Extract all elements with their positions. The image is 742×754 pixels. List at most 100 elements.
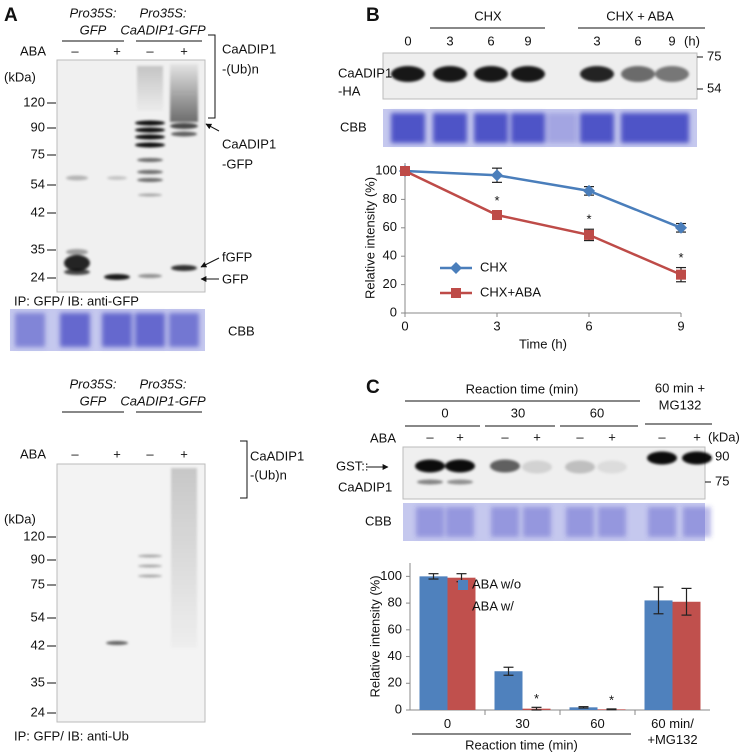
protein-label: CaADIP1 <box>338 479 392 494</box>
smear <box>170 64 198 122</box>
size-marker: 75 <box>31 576 45 591</box>
annotation: CaADIP1 <box>222 41 276 56</box>
y-tick-label: 0 <box>395 701 402 716</box>
legend-label: CHX+ABA <box>480 284 541 299</box>
band <box>138 274 162 278</box>
lane-sign: + <box>113 446 121 461</box>
gel-lane <box>598 507 626 537</box>
gel-lane <box>511 113 545 143</box>
size-marker: 54 <box>31 609 45 624</box>
smear <box>137 66 163 111</box>
arrow <box>205 123 220 132</box>
size-marker: 35 <box>31 241 45 256</box>
construct: CaADIP1-GFP <box>120 393 206 408</box>
legend-label: CHX <box>480 259 508 274</box>
point <box>676 269 686 280</box>
band <box>106 641 128 645</box>
band <box>138 554 162 558</box>
annotation: fGFP <box>222 249 252 264</box>
gel-lane <box>523 507 551 537</box>
band <box>137 158 163 162</box>
x-tick-label-box: 60 min/ +MG132 <box>647 716 697 747</box>
point <box>584 229 594 240</box>
band <box>171 265 197 271</box>
blot-bands <box>106 468 197 648</box>
gel-lane <box>102 313 132 347</box>
size-marker: 24 <box>31 704 45 719</box>
size-marker: 42 <box>31 637 45 652</box>
gel-lane <box>15 313 45 347</box>
lane-sign: – <box>426 429 434 444</box>
band <box>445 459 475 473</box>
y-tick-label: 40 <box>383 248 397 263</box>
time-label: 6 <box>487 33 494 48</box>
band <box>565 460 595 474</box>
series-line <box>404 169 682 229</box>
size-marker: 42 <box>31 204 45 219</box>
x-tick-label: 9 <box>677 318 684 333</box>
x-tick-label: 0 <box>401 318 408 333</box>
x-tick-label: 30 <box>515 716 530 731</box>
x-axis-label: Reaction time (min) <box>465 737 578 752</box>
size-marker: 90 <box>31 551 45 566</box>
band <box>138 193 162 197</box>
size-marker: 35 <box>31 674 45 689</box>
size-marker: 90 <box>31 119 45 134</box>
loading-label: CBB <box>365 513 392 528</box>
gel-lane <box>580 113 614 143</box>
y-tick-label: 80 <box>388 595 402 610</box>
y-tick-label: 100 <box>380 568 402 583</box>
bar <box>419 576 448 710</box>
gel-lanes <box>15 313 199 347</box>
bar <box>672 601 701 710</box>
panel-label: B <box>366 5 380 26</box>
time-label: 3 <box>593 33 600 48</box>
band <box>447 479 473 485</box>
lane-sign: – <box>71 446 79 461</box>
blot-bands <box>64 64 198 280</box>
group-label: CHX <box>474 8 502 23</box>
significance: * <box>586 212 591 227</box>
legend-label: ABA w/ <box>472 598 514 613</box>
lane-sign: + <box>456 429 464 444</box>
bar <box>494 671 523 710</box>
lane-sign: – <box>71 43 79 58</box>
gel-lane <box>566 507 594 537</box>
gel-lane <box>446 507 474 537</box>
time-label: 9 <box>524 33 531 48</box>
band <box>415 459 445 473</box>
unit: (kDa) <box>4 69 36 84</box>
band <box>171 131 197 137</box>
arrow <box>200 257 220 268</box>
gel-lane <box>135 313 165 347</box>
band <box>66 175 88 181</box>
lane-sign: + <box>180 43 188 58</box>
gel-lane <box>391 113 425 143</box>
band <box>135 142 165 148</box>
gel-lane <box>648 507 676 537</box>
smear <box>171 468 197 648</box>
lane-sign: + <box>608 429 616 444</box>
group-label: CHX + ABA <box>606 8 674 23</box>
x-tick-label: 60 <box>590 716 605 731</box>
unit: (kDa) <box>4 511 36 526</box>
band <box>682 451 712 465</box>
series-line <box>404 169 682 276</box>
point <box>400 166 410 176</box>
band <box>580 66 614 82</box>
bracket <box>208 34 216 119</box>
gel-lane <box>169 313 199 347</box>
protein-label: -HA <box>338 83 361 98</box>
band <box>655 66 689 82</box>
y-tick-label: 40 <box>388 648 402 663</box>
x-axis-label: Time (h) <box>519 336 567 351</box>
gel-lane <box>621 113 655 143</box>
error-bar <box>578 706 589 709</box>
size-marker: 24 <box>31 269 45 284</box>
size-marker: 90 <box>715 448 729 463</box>
group-header: 60 min + <box>655 380 705 395</box>
annotation: GFP <box>222 271 249 286</box>
band <box>138 574 162 578</box>
group-label: 30 <box>511 405 525 420</box>
